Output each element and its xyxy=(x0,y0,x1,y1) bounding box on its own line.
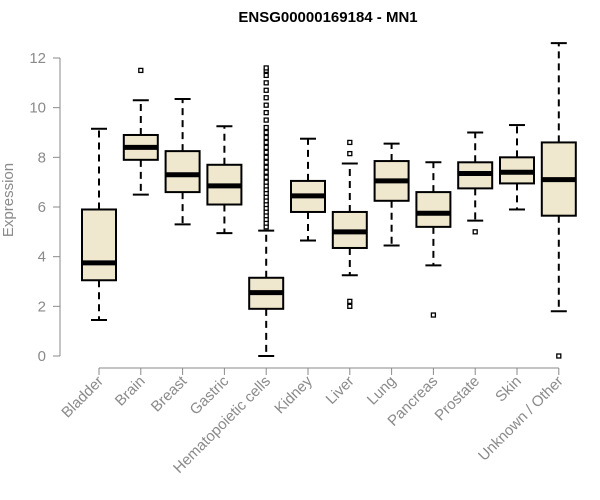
y-tick-label-6: 12 xyxy=(29,50,46,67)
outlier-4-19 xyxy=(263,144,269,151)
x-tick-label-10: Skin xyxy=(492,373,525,406)
outlier-1-0 xyxy=(138,67,144,74)
outlier-6-0 xyxy=(347,303,353,309)
y-tick-label-2: 4 xyxy=(38,249,46,266)
outlier-11-0 xyxy=(556,353,562,359)
x-tick-label-6: Liver xyxy=(323,373,358,408)
outlier-4-14 xyxy=(263,169,269,175)
x-tick-label-2: Breast xyxy=(148,372,191,415)
box-7 xyxy=(373,142,410,247)
y-tick-label-5: 10 xyxy=(29,100,46,117)
outlier-4-32 xyxy=(263,65,269,71)
y-tick-label-4: 8 xyxy=(38,149,46,166)
y-tick-label-0: 0 xyxy=(38,348,46,365)
y-tick-label-1: 2 xyxy=(38,298,46,315)
box-3 xyxy=(206,125,243,235)
x-tick-label-1: Brain xyxy=(112,373,149,410)
chart-title: ENSG00000169184 - MN1 xyxy=(238,9,417,26)
outlier-4-12 xyxy=(263,179,269,185)
x-tick-label-7: Lung xyxy=(364,373,400,409)
outlier-4-30 xyxy=(263,72,269,79)
outlier-4-24 xyxy=(263,117,269,123)
y-axis: 0 2 4 6 8 10 12 xyxy=(29,50,61,365)
outlier-4-27 xyxy=(263,95,269,101)
box-6 xyxy=(331,139,368,309)
box-rect-0 xyxy=(81,208,117,282)
outlier-4-28 xyxy=(263,87,269,93)
x-tick-label-5: Kidney xyxy=(271,372,316,417)
box-0 xyxy=(81,127,117,321)
outlier-4-15 xyxy=(263,164,269,170)
box-rect-8 xyxy=(415,191,452,228)
y-axis-label: Expression xyxy=(0,163,17,237)
outlier-6-2 xyxy=(347,150,353,157)
outlier-4-20 xyxy=(263,139,269,146)
outlier-4-29 xyxy=(263,80,269,86)
y-tick-label-3: 6 xyxy=(38,199,46,216)
outlier-4-22 xyxy=(263,129,269,136)
box-10 xyxy=(499,124,535,211)
outlier-8-0 xyxy=(430,312,437,318)
outlier-4-26 xyxy=(263,102,269,108)
box-rect-2 xyxy=(164,150,201,194)
box-1 xyxy=(122,67,159,196)
box-5 xyxy=(290,137,326,242)
boxes-group xyxy=(81,42,577,359)
outlier-4-13 xyxy=(263,174,269,180)
outlier-6-3 xyxy=(347,139,353,146)
box-9 xyxy=(457,131,494,235)
outlier-4-21 xyxy=(263,134,269,141)
box-2 xyxy=(164,97,201,226)
outlier-4-23 xyxy=(263,124,269,131)
x-tick-label-0: Bladder xyxy=(58,373,107,422)
outlier-9-0 xyxy=(472,229,478,235)
box-8 xyxy=(415,161,452,318)
outlier-4-17 xyxy=(263,154,269,160)
outlier-4-25 xyxy=(263,109,269,116)
box-4 xyxy=(248,65,285,357)
outlier-6-1 xyxy=(347,298,353,305)
x-tick-label-9: Prostate xyxy=(431,373,483,425)
outlier-4-16 xyxy=(263,159,269,165)
box-11 xyxy=(540,42,577,359)
outlier-4-18 xyxy=(263,149,269,156)
